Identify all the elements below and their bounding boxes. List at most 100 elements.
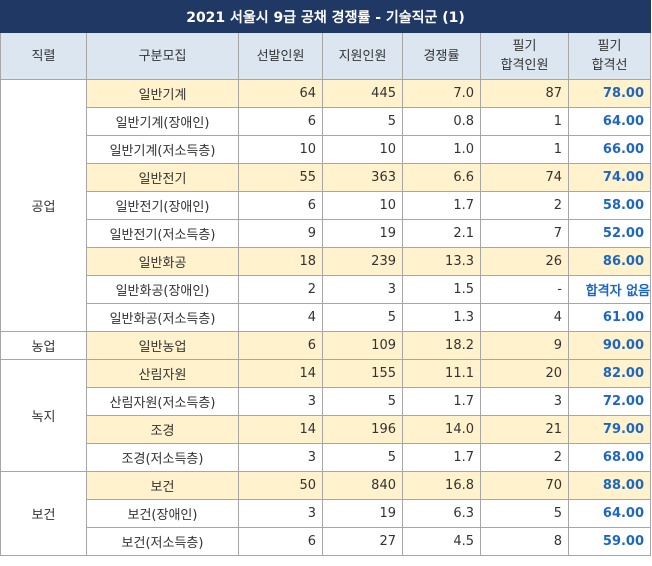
competition-rate-cell: 1.0 bbox=[402, 135, 481, 164]
group-cell: 보건 bbox=[0, 471, 87, 556]
cutoff-score-cell: 82.00 bbox=[567, 359, 652, 388]
cutoff-score-cell: 58.00 bbox=[567, 191, 652, 220]
selected-count-cell: 3 bbox=[238, 443, 323, 472]
selected-count-cell: 55 bbox=[238, 163, 323, 192]
cutoff-score-cell: 52.00 bbox=[567, 219, 652, 248]
table-row: 일반기계(저소득층) 10 10 1.0 1 66.00 bbox=[1, 135, 652, 164]
applicant-count-cell: 19 bbox=[322, 499, 403, 528]
cutoff-score-cell: 79.00 bbox=[567, 415, 652, 444]
applicant-count-cell: 10 bbox=[322, 135, 403, 164]
pass-count-cell: - bbox=[480, 275, 569, 304]
pass-count-cell: 9 bbox=[480, 331, 569, 360]
applicant-count-cell: 5 bbox=[322, 303, 403, 332]
cutoff-score-cell: 64.00 bbox=[567, 107, 652, 136]
competition-rate-cell: 14.0 bbox=[402, 415, 481, 444]
cutoff-score-cell: 88.00 bbox=[567, 471, 652, 500]
table-row: 조경 14 196 14.0 21 79.00 bbox=[1, 415, 652, 444]
table-row: 일반전기(장애인) 6 10 1.7 2 58.00 bbox=[1, 191, 652, 220]
pass-count-cell: 3 bbox=[480, 387, 569, 416]
applicant-count-cell: 5 bbox=[322, 443, 403, 472]
category-cell: 조경(저소득층) bbox=[86, 443, 239, 472]
selected-count-cell: 14 bbox=[238, 359, 323, 388]
selected-count-cell: 10 bbox=[238, 135, 323, 164]
applicant-count-cell: 239 bbox=[322, 247, 403, 276]
selected-count-cell: 6 bbox=[238, 331, 323, 360]
table-row: 녹지 산림자원 14 155 11.1 20 82.00 bbox=[0, 359, 652, 472]
competition-rate-cell: 4.5 bbox=[402, 527, 481, 556]
table-row: 일반전기(저소득층) 9 19 2.1 7 52.00 bbox=[1, 219, 652, 248]
table-row: 일반화공 18 239 13.3 26 86.00 bbox=[1, 247, 652, 276]
competition-rate-cell: 1.3 bbox=[402, 303, 481, 332]
category-cell: 보건(장애인) bbox=[86, 499, 239, 528]
category-cell: 일반화공(저소득층) bbox=[86, 303, 239, 332]
applicant-count-cell: 363 bbox=[322, 163, 403, 192]
cutoff-score-cell: 61.00 bbox=[567, 303, 652, 332]
header-cell: 경쟁률 bbox=[402, 32, 481, 80]
cutoff-score-cell: 86.00 bbox=[567, 247, 652, 276]
applicant-count-cell: 3 bbox=[322, 275, 403, 304]
header-cell: 구분모집 bbox=[86, 32, 239, 80]
table-title: 2021 서울시 9급 공채 경쟁률 - 기술직군 (1) bbox=[0, 0, 652, 33]
group-cell: 녹지 bbox=[0, 359, 87, 472]
pass-count-cell: 1 bbox=[480, 107, 569, 136]
group-cell: 농업 bbox=[0, 331, 87, 360]
category-cell: 일반전기(장애인) bbox=[86, 191, 239, 220]
category-cell: 일반전기(저소득층) bbox=[86, 219, 239, 248]
category-cell: 일반기계(저소득층) bbox=[86, 135, 239, 164]
competition-rate-cell: 16.8 bbox=[402, 471, 481, 500]
cutoff-score-cell: 74.00 bbox=[567, 163, 652, 192]
table-row: 보건 보건 50 840 16.8 70 88.00 bbox=[0, 471, 652, 556]
pass-count-cell: 70 bbox=[480, 471, 569, 500]
applicant-count-cell: 27 bbox=[322, 527, 403, 556]
pass-count-cell: 4 bbox=[480, 303, 569, 332]
category-cell: 조경 bbox=[86, 415, 239, 444]
header-cell: 직렬 bbox=[0, 32, 87, 80]
selected-count-cell: 4 bbox=[238, 303, 323, 332]
category-cell: 일반기계(장애인) bbox=[86, 107, 239, 136]
pass-count-cell: 1 bbox=[480, 135, 569, 164]
selected-count-cell: 64 bbox=[238, 79, 323, 108]
table-row: 보건(저소득층) 6 27 4.5 8 59.00 bbox=[1, 527, 652, 556]
table-row: 일반화공(저소득층) 4 5 1.3 4 61.00 bbox=[1, 303, 652, 332]
header-cell: 필기 합격선 bbox=[567, 32, 652, 80]
selected-count-cell: 6 bbox=[238, 107, 323, 136]
pass-count-cell: 74 bbox=[480, 163, 569, 192]
cutoff-score-cell: 59.00 bbox=[567, 527, 652, 556]
selected-count-cell: 18 bbox=[238, 247, 323, 276]
competition-rate-cell: 1.7 bbox=[402, 443, 481, 472]
competition-rate-cell: 0.8 bbox=[402, 107, 481, 136]
selected-count-cell: 2 bbox=[238, 275, 323, 304]
table-row: 농업 일반농업 6 109 18.2 9 90.00 bbox=[0, 331, 652, 360]
pass-count-cell: 21 bbox=[480, 415, 569, 444]
category-cell: 일반화공(장애인) bbox=[86, 275, 239, 304]
applicant-count-cell: 5 bbox=[322, 107, 403, 136]
competition-rate-cell: 1.7 bbox=[402, 387, 481, 416]
selected-count-cell: 14 bbox=[238, 415, 323, 444]
category-cell: 일반기계 bbox=[86, 79, 239, 108]
header-cell: 필기 합격인원 bbox=[480, 32, 569, 80]
category-cell: 일반전기 bbox=[86, 163, 239, 192]
cutoff-score-cell: 68.00 bbox=[567, 443, 652, 472]
competition-rate-cell: 18.2 bbox=[402, 331, 481, 360]
applicant-count-cell: 155 bbox=[322, 359, 403, 388]
category-cell: 일반농업 bbox=[86, 331, 239, 360]
cutoff-score-cell: 64.00 bbox=[567, 499, 652, 528]
applicant-count-cell: 445 bbox=[322, 79, 403, 108]
competition-rate-cell: 1.7 bbox=[402, 191, 481, 220]
selected-count-cell: 6 bbox=[238, 191, 323, 220]
table-row: 공업 일반기계 64 445 7.0 87 78.00 bbox=[0, 79, 652, 332]
category-cell: 보건 bbox=[86, 471, 239, 500]
table-row: 일반화공(장애인) 2 3 1.5- 합격자 없음 bbox=[1, 275, 652, 304]
selected-count-cell: 3 bbox=[238, 387, 323, 416]
category-cell: 산림자원 bbox=[86, 359, 239, 388]
pass-count-cell: 87 bbox=[480, 79, 569, 108]
selected-count-cell: 50 bbox=[238, 471, 323, 500]
applicant-count-cell: 5 bbox=[322, 387, 403, 416]
applicant-count-cell: 109 bbox=[322, 331, 403, 360]
table-row: 산림자원(저소득층) 3 5 1.7 3 72.00 bbox=[1, 387, 652, 416]
category-cell: 보건(저소득층) bbox=[86, 527, 239, 556]
cutoff-score-cell: 합격자 없음 bbox=[567, 275, 652, 304]
competition-rate-cell: 6.6 bbox=[402, 163, 481, 192]
pass-count-cell: 20 bbox=[480, 359, 569, 388]
